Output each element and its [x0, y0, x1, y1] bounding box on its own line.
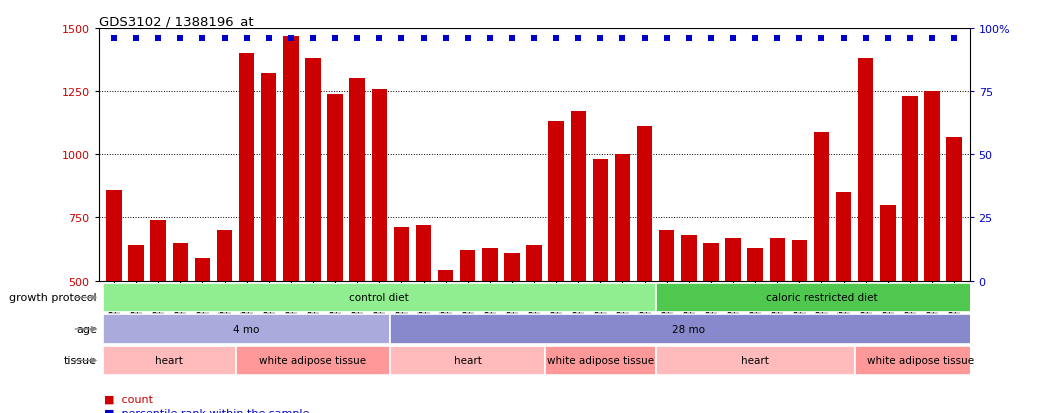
Bar [504, 253, 520, 281]
Text: 28 mo: 28 mo [672, 324, 705, 334]
Bar [172, 243, 188, 281]
Bar [902, 97, 918, 281]
Bar [482, 248, 498, 281]
Bar [814, 132, 830, 281]
Bar [103, 283, 655, 313]
Bar [390, 314, 987, 344]
Text: ■  count: ■ count [104, 394, 152, 404]
Bar [371, 89, 387, 281]
Text: white adipose tissue: white adipose tissue [867, 356, 975, 366]
Bar [239, 54, 254, 281]
Bar [549, 122, 564, 281]
Bar [195, 258, 211, 281]
Bar [791, 240, 807, 281]
Bar [217, 230, 232, 281]
Bar [438, 271, 453, 281]
Bar [854, 346, 987, 375]
Bar [283, 36, 299, 281]
Bar [570, 112, 586, 281]
Bar [106, 190, 121, 281]
Bar [545, 346, 655, 375]
Text: white adipose tissue: white adipose tissue [546, 356, 654, 366]
Bar [305, 59, 320, 281]
Text: growth protocol: growth protocol [9, 293, 96, 303]
Bar [769, 238, 785, 281]
Text: heart: heart [454, 356, 481, 366]
Bar [615, 155, 630, 281]
Bar [349, 79, 365, 281]
Bar [748, 248, 763, 281]
Text: heart: heart [741, 356, 769, 366]
Text: control diet: control diet [349, 293, 410, 303]
Text: age: age [76, 324, 96, 334]
Bar [328, 95, 343, 281]
Bar [924, 92, 940, 281]
Bar [637, 127, 652, 281]
Bar [103, 314, 390, 344]
Text: white adipose tissue: white adipose tissue [259, 356, 366, 366]
Text: 4 mo: 4 mo [233, 324, 260, 334]
Bar [725, 238, 740, 281]
Bar [416, 225, 431, 281]
Bar [655, 283, 987, 313]
Bar [460, 251, 476, 281]
Bar [858, 59, 873, 281]
Text: caloric restricted diet: caloric restricted diet [765, 293, 877, 303]
Bar [655, 346, 854, 375]
Bar [150, 221, 166, 281]
Bar [527, 246, 541, 281]
Text: ■  percentile rank within the sample: ■ percentile rank within the sample [104, 408, 309, 413]
Text: heart: heart [156, 356, 184, 366]
Bar [261, 74, 277, 281]
Bar [129, 246, 144, 281]
Bar [681, 235, 697, 281]
Bar [103, 346, 235, 375]
Bar [235, 346, 390, 375]
Bar [880, 205, 896, 281]
Bar [947, 137, 962, 281]
Bar [658, 230, 674, 281]
Bar [836, 192, 851, 281]
Text: tissue: tissue [63, 356, 96, 366]
Bar [394, 228, 410, 281]
Text: GDS3102 / 1388196_at: GDS3102 / 1388196_at [99, 15, 253, 28]
Bar [703, 243, 719, 281]
Bar [390, 346, 545, 375]
Bar [592, 160, 608, 281]
